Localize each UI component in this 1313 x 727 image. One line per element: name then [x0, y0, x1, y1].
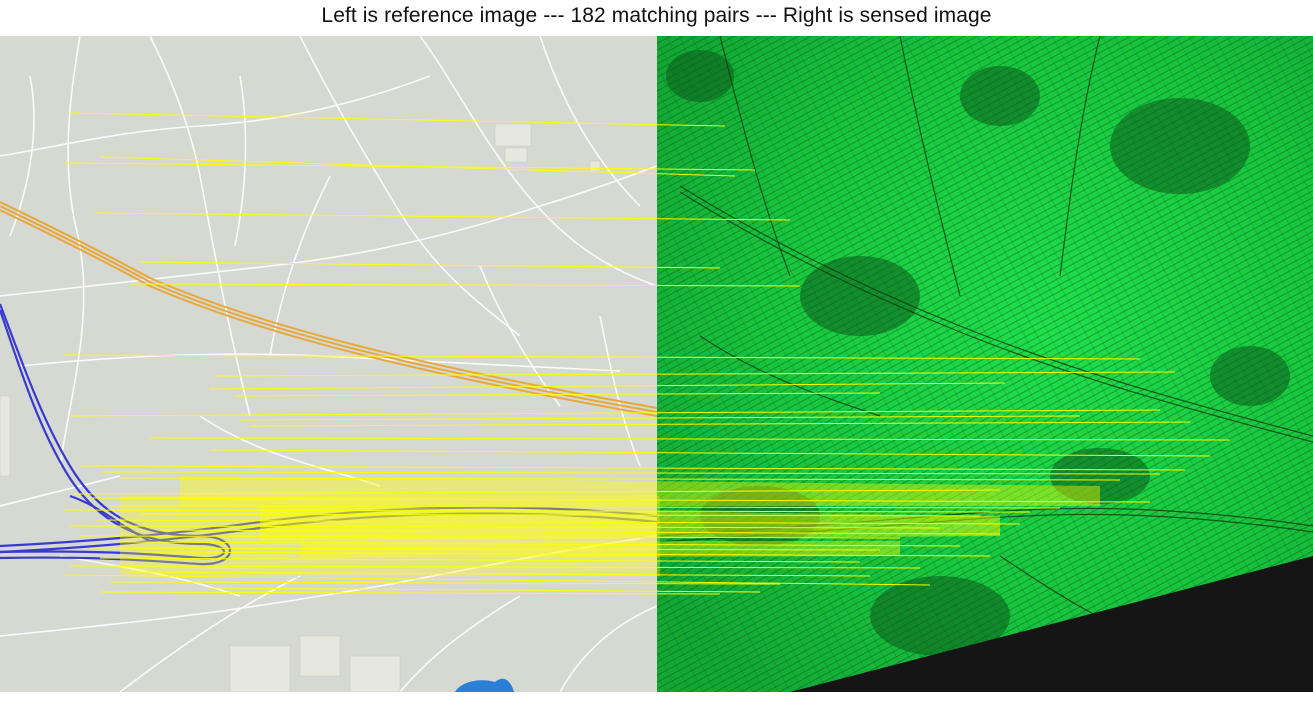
match-figure — [0, 36, 1313, 692]
map-roads — [0, 36, 657, 692]
terrain-dark-patches — [666, 50, 1290, 656]
map-buildings — [0, 123, 601, 692]
match-lines — [64, 112, 1231, 595]
highway-orange — [0, 201, 657, 417]
figure-title: Left is reference image --- 182 matching… — [321, 4, 992, 27]
water-body — [455, 678, 514, 692]
match-lines-dense — [120, 476, 1100, 576]
nodata-region — [790, 556, 1313, 692]
sensed-terrain — [657, 36, 1313, 692]
